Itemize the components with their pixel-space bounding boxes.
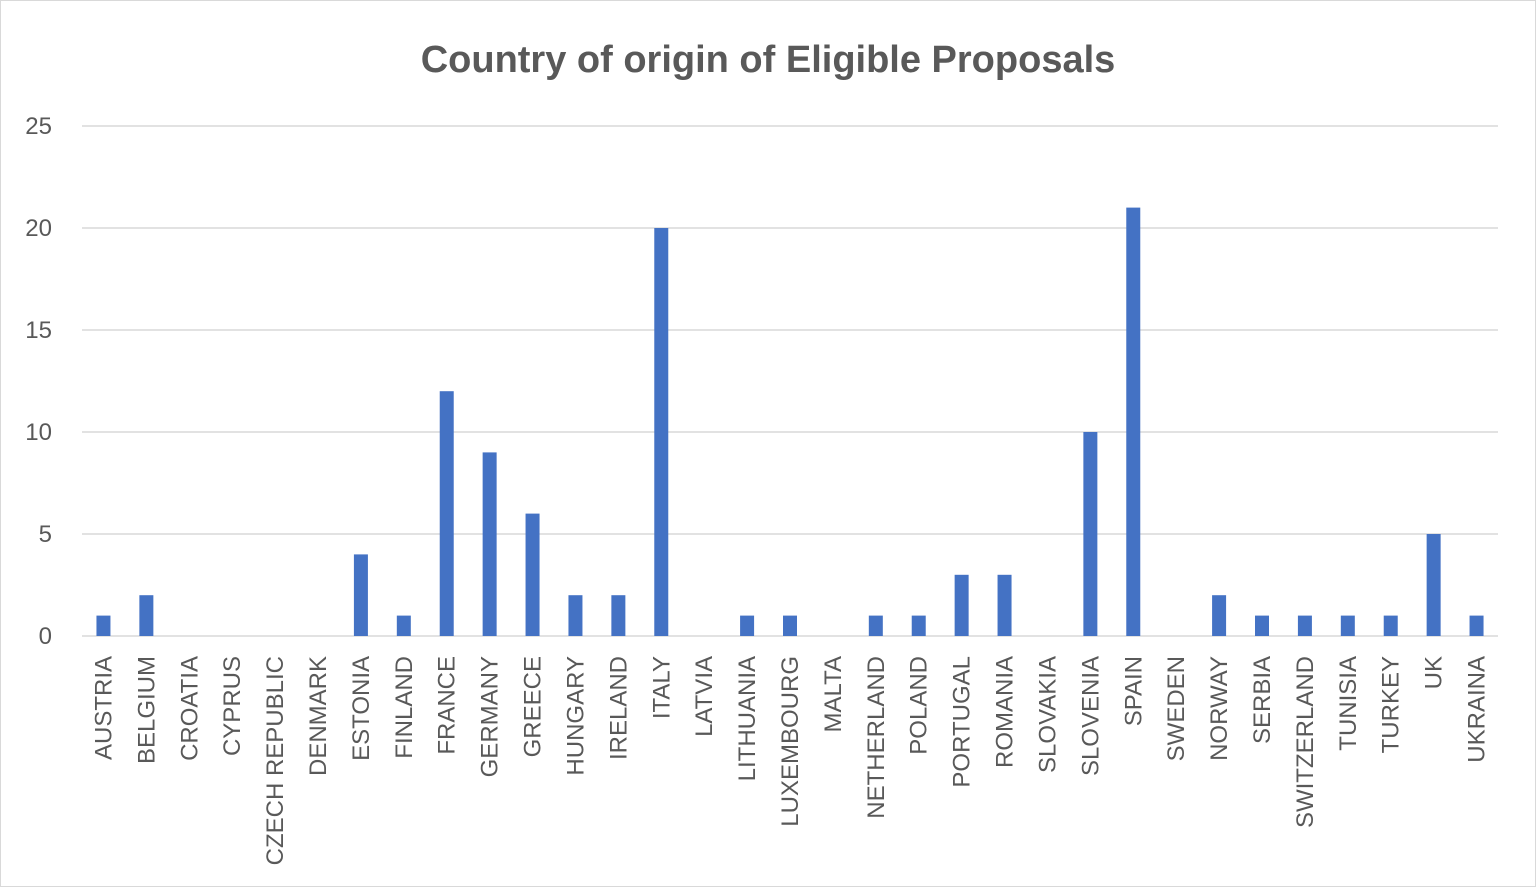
y-tick-label: 20 (25, 215, 52, 242)
x-tick-label: SWEDEN (1163, 656, 1190, 761)
x-tick-label: CROATIA (176, 656, 203, 761)
bar-netherland (868, 615, 883, 636)
chart-title: Country of origin of Eligible Proposals (421, 39, 1116, 81)
x-tick-label: ESTONIA (348, 656, 375, 761)
y-tick-label: 10 (25, 419, 52, 446)
bar-uk (1426, 534, 1441, 636)
x-tick-label: IRELAND (605, 656, 632, 760)
x-tick-label: LATVIA (691, 656, 718, 737)
x-tick-label: HUNGARY (562, 656, 589, 776)
bar-belgium (139, 595, 154, 636)
bar-serbia (1255, 615, 1269, 636)
bar-romania (997, 574, 1012, 636)
x-tick-label: LITHUANIA (734, 656, 761, 781)
bar-france (439, 391, 454, 636)
bar-italy (654, 228, 669, 636)
y-tick-label: 15 (25, 317, 52, 344)
bar-turkey (1383, 615, 1398, 636)
x-tick-label: FINLAND (391, 656, 418, 759)
bar-luxembourg (783, 615, 797, 636)
x-tick-label: SLOVENIA (1077, 656, 1104, 776)
x-tick-label: SWITZERLAND (1292, 656, 1319, 828)
bar-austria (96, 615, 111, 636)
bar-spain (1126, 207, 1141, 636)
x-tick-label: TURKEY (1378, 656, 1405, 753)
x-tick-label: SERBIA (1249, 656, 1276, 744)
bar-hungary (568, 595, 583, 636)
x-tick-label: BELGIUM (133, 656, 160, 764)
bar-norway (1212, 595, 1227, 636)
bar-poland (911, 615, 926, 636)
bar-lithuania (740, 615, 755, 636)
x-tick-label: TUNISIA (1335, 656, 1362, 751)
x-tick-label: UK (1421, 656, 1448, 689)
bar-estonia (353, 554, 368, 636)
x-tick-label: ITALY (648, 656, 675, 719)
x-tick-label: LUXEMBOURG (777, 656, 804, 827)
x-tick-label: SPAIN (1120, 656, 1147, 726)
bar-slovenia (1083, 432, 1098, 636)
bar-portugal (954, 574, 969, 636)
x-tick-label: CZECH REPUBLIC (262, 656, 289, 865)
x-tick-label: GERMANY (477, 656, 504, 777)
y-tick-label: 0 (39, 623, 52, 650)
bar-ireland (611, 595, 626, 636)
y-tick-label: 25 (25, 113, 52, 140)
x-tick-label: NETHERLAND (863, 656, 890, 819)
x-tick-label: FRANCE (434, 656, 461, 755)
bar-switzerland (1297, 615, 1312, 636)
x-tick-label: POLAND (906, 656, 933, 755)
bar-finland (396, 615, 411, 636)
x-tick-label: CYPRUS (219, 656, 246, 756)
x-tick-label: SLOVAKIA (1034, 656, 1061, 773)
x-tick-label: GREECE (520, 656, 547, 757)
bar-tunisia (1340, 615, 1355, 636)
bar-greece (525, 513, 540, 636)
bar-germany (482, 452, 497, 636)
x-tick-label: AUSTRIA (90, 656, 117, 760)
bar-ukraina (1469, 615, 1484, 636)
x-tick-label: NORWAY (1206, 656, 1233, 761)
x-tick-label: PORTUGAL (949, 656, 976, 788)
y-tick-label: 5 (39, 521, 52, 548)
x-tick-label: ROMANIA (992, 656, 1019, 768)
x-tick-label: MALTA (820, 656, 847, 732)
x-tick-label: DENMARK (305, 656, 332, 776)
x-tick-label: UKRAINA (1464, 656, 1491, 763)
